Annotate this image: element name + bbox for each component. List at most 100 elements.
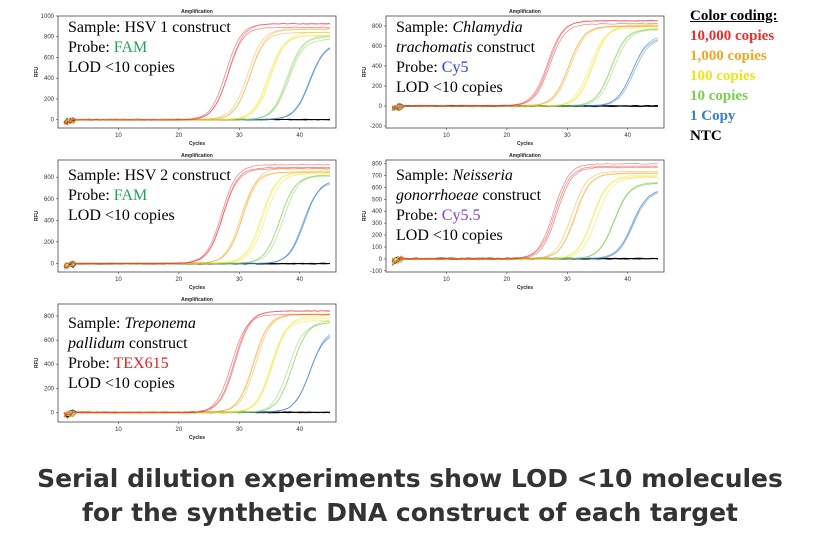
series-line bbox=[63, 26, 331, 126]
x-tick-label: 10 bbox=[115, 277, 122, 283]
probe-name: Cy5.5 bbox=[441, 207, 481, 224]
x-axis-label: Cycles bbox=[189, 435, 205, 441]
y-tick-label: -100 bbox=[370, 269, 383, 275]
y-tick-label: 200 bbox=[44, 386, 55, 392]
annotation-chlamydia: Sample: Chlamydia trachomatis construct … bbox=[396, 19, 536, 96]
chart-title: Amplification bbox=[181, 153, 213, 159]
y-tick-label: 600 bbox=[44, 55, 55, 61]
chart-title: Amplification bbox=[181, 297, 213, 303]
series-group bbox=[63, 310, 331, 419]
color-legend: Color coding: 10,000 copies 1,000 copies… bbox=[690, 6, 778, 146]
y-tick-label: 0 bbox=[51, 261, 55, 267]
y-tick-label: 800 bbox=[44, 35, 55, 41]
x-tick-label: 20 bbox=[504, 277, 511, 283]
x-tick-label: 40 bbox=[296, 133, 303, 139]
y-tick-label: -200 bbox=[370, 124, 383, 130]
probe-name: Cy5 bbox=[441, 59, 469, 76]
legend-title: Color coding: bbox=[690, 8, 778, 24]
x-tick-label: 30 bbox=[564, 277, 571, 283]
y-tick-label: 0 bbox=[379, 104, 383, 110]
x-tick-label: 20 bbox=[176, 133, 183, 139]
plot-frame bbox=[385, 15, 665, 129]
x-axis-label: Cycles bbox=[189, 285, 205, 291]
chart-title: Amplification bbox=[509, 9, 541, 15]
x-tick-label: 30 bbox=[236, 427, 243, 433]
y-tick-label: 500 bbox=[372, 197, 383, 203]
legend-item-ntc: NTC bbox=[690, 128, 722, 144]
y-axis-label: RFU bbox=[34, 210, 40, 221]
x-tick-label: 30 bbox=[236, 277, 243, 283]
series-group bbox=[391, 163, 659, 267]
annotation-hsv2: Sample: HSV 2 construct Probe: FAM LOD <… bbox=[68, 167, 231, 224]
y-tick-label: 800 bbox=[372, 24, 383, 30]
annotation-hsv1: Sample: HSV 1 construct Probe: FAM LOD <… bbox=[68, 19, 231, 76]
amplification-chart-neisseria: Amplification -100 0 100 200 300 400 500 600 700 8… bbox=[358, 150, 670, 292]
x-tick-label: 10 bbox=[115, 427, 122, 433]
y-tick-label: 400 bbox=[44, 76, 55, 82]
x-tick-label: 20 bbox=[176, 427, 183, 433]
x-tick-label: 20 bbox=[176, 277, 183, 283]
series-group bbox=[391, 19, 659, 112]
x-tick-label: 40 bbox=[624, 133, 631, 139]
legend-item-100: 100 copies bbox=[690, 68, 756, 84]
y-tick-label: 200 bbox=[372, 84, 383, 90]
x-tick-label: 10 bbox=[443, 277, 450, 283]
legend-item-1: 1 Copy bbox=[690, 108, 736, 124]
probe-name: FAM bbox=[113, 39, 148, 56]
y-tick-label: 300 bbox=[372, 221, 383, 227]
series-line bbox=[391, 163, 659, 266]
y-tick-label: 400 bbox=[372, 64, 383, 70]
y-axis-label: RFU bbox=[362, 210, 368, 221]
x-tick-label: 20 bbox=[504, 133, 511, 139]
x-tick-label: 40 bbox=[624, 277, 631, 283]
series-line bbox=[391, 23, 658, 110]
probe-name: FAM bbox=[113, 187, 148, 204]
y-tick-label: 1000 bbox=[41, 14, 55, 20]
caption-line-2: for the synthetic DNA construct of each … bbox=[81, 498, 739, 527]
series-line bbox=[63, 166, 331, 269]
y-tick-label: 400 bbox=[372, 209, 383, 215]
series-line bbox=[63, 310, 331, 418]
y-tick-label: 800 bbox=[372, 162, 383, 168]
series-line bbox=[391, 20, 659, 108]
y-tick-label: 400 bbox=[44, 218, 55, 224]
y-axis-label: RFU bbox=[34, 66, 40, 77]
plot-frame bbox=[57, 303, 337, 423]
x-tick-label: 10 bbox=[443, 133, 450, 139]
x-axis-label: Cycles bbox=[189, 141, 205, 147]
legend-item-10000: 10,000 copies bbox=[690, 28, 775, 44]
x-tick-label: 10 bbox=[115, 133, 122, 139]
amplification-chart-treponema: Amplification 0 200 400 600 800 10 20 30 40 Cycles… bbox=[30, 294, 342, 442]
series-group bbox=[63, 163, 331, 270]
y-tick-label: 600 bbox=[372, 44, 383, 50]
y-tick-label: 800 bbox=[44, 175, 55, 181]
y-tick-label: 0 bbox=[379, 257, 383, 263]
y-tick-label: 0 bbox=[51, 118, 55, 124]
chart-title: Amplification bbox=[509, 153, 541, 159]
y-tick-label: 200 bbox=[44, 240, 55, 246]
y-tick-label: 200 bbox=[372, 233, 383, 239]
probe-name: TEX615 bbox=[113, 355, 169, 372]
legend-item-10: 10 copies bbox=[690, 88, 748, 104]
y-axis-label: RFU bbox=[362, 66, 368, 77]
amplification-chart-hsv2: Amplification 0 200 400 600 800 10 20 30 40 Cycles… bbox=[30, 150, 342, 292]
annotation-neisseria: Sample: Neisseria gonorrhoeae construct … bbox=[396, 167, 542, 244]
x-tick-label: 30 bbox=[236, 133, 243, 139]
y-axis-label: RFU bbox=[34, 357, 40, 368]
amplification-chart-chlamydia: Amplification -200 0 200 400 600 800 10 20 30 40 Cy… bbox=[358, 6, 670, 148]
x-tick-label: 30 bbox=[564, 133, 571, 139]
legend-item-1000: 1,000 copies bbox=[690, 48, 767, 64]
amplification-chart-hsv1: Amplification 0 200 400 600 800 1000 10 20 30 40 Cy… bbox=[30, 6, 342, 148]
annotation-treponema: Sample: Treponema pallidum construct Pro… bbox=[68, 315, 196, 392]
caption: Serial dilution experiments show LOD <10… bbox=[0, 462, 820, 530]
y-tick-label: 800 bbox=[44, 314, 55, 320]
y-tick-label: 100 bbox=[372, 245, 383, 251]
x-tick-label: 40 bbox=[296, 277, 303, 283]
chart-title: Amplification bbox=[181, 9, 213, 15]
y-tick-label: 700 bbox=[372, 173, 383, 179]
y-tick-label: 200 bbox=[44, 97, 55, 103]
plot-frame bbox=[57, 15, 337, 129]
y-tick-label: 400 bbox=[44, 362, 55, 368]
caption-line-1: Serial dilution experiments show LOD <10… bbox=[37, 464, 783, 493]
y-tick-label: 600 bbox=[44, 338, 55, 344]
